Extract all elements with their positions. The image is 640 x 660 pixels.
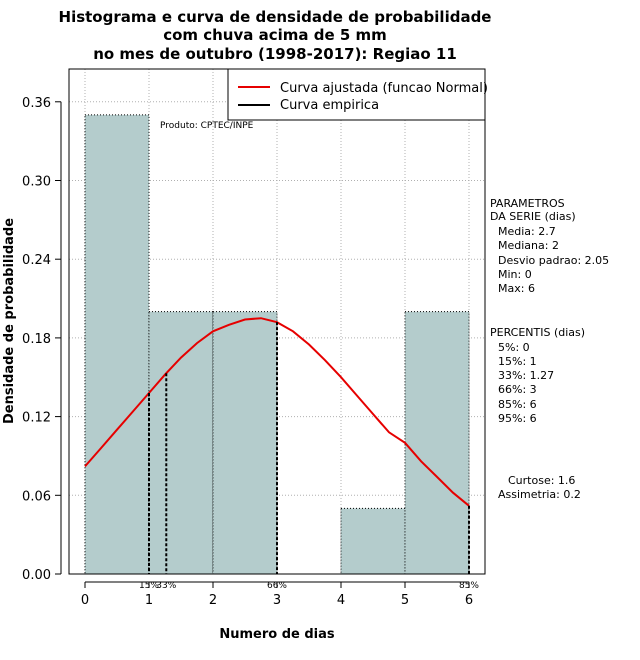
title-line-1: Histograma e curva de densidade de proba… [59, 8, 492, 26]
x-tick-label-6: 6 [465, 593, 473, 608]
x-tick-label-3: 3 [273, 593, 281, 608]
y-tick-label-3: 0.18 [22, 332, 51, 347]
histogram-bar-2 [212, 311, 278, 575]
param-mediana: Mediana: 2 [498, 239, 559, 252]
curtose: Curtose: 1.6 [508, 474, 575, 487]
product-annotation: Produto: CPTEC/INPE [160, 121, 254, 131]
histogram-bar-5 [404, 311, 470, 575]
percentile-label-1: 33% [156, 581, 176, 591]
x-axis: 0 1 2 3 4 5 6 [81, 581, 473, 608]
percentil-95: 95%: 6 [498, 412, 537, 425]
histogram-bars [84, 114, 470, 575]
legend: Curva ajustada (funcao Normal) Curva emp… [227, 68, 488, 121]
legend-box [227, 68, 486, 121]
params-title-2: DA SERIE (dias) [490, 210, 576, 223]
title-line-3: no mes de outubro (1998-2017): Regiao 11 [93, 45, 457, 63]
params-title-1: PARAMETROS [490, 197, 565, 210]
legend-fitted-label: Curva ajustada (funcao Normal) [280, 81, 488, 96]
percentil-33: 33%: 1.27 [498, 369, 554, 382]
y-axis-label: Densidade de probabilidade [2, 218, 17, 424]
y-tick-label-2: 0.12 [22, 411, 51, 426]
histogram-bar-1 [148, 311, 214, 575]
x-tick-label-2: 2 [209, 593, 217, 608]
percentil-85: 85%: 6 [498, 398, 537, 411]
chart-title: Histograma e curva de densidade de proba… [59, 8, 492, 63]
percentil-5: 5%: 0 [498, 341, 530, 354]
percentis-title: PERCENTIS (dias) [490, 326, 585, 339]
y-axis: 0.00 0.06 0.12 0.18 0.24 0.30 0.36 [22, 96, 62, 583]
y-tick-label-0: 0.00 [22, 568, 51, 583]
percentil-15: 15%: 1 [498, 355, 537, 368]
assimetria: Assimetria: 0.2 [498, 488, 581, 501]
param-media: Media: 2.7 [498, 225, 556, 238]
param-max: Max: 6 [498, 282, 535, 295]
percentil-66: 66%: 3 [498, 383, 537, 396]
histogram-bar-0 [84, 114, 150, 575]
x-tick-label-0: 0 [81, 593, 89, 608]
y-tick-label-1: 0.06 [22, 489, 51, 504]
param-min: Min: 0 [498, 268, 532, 281]
y-tick-label-6: 0.36 [22, 96, 51, 111]
x-axis-label: Numero de dias [219, 627, 335, 642]
legend-empirical-label: Curva empirica [280, 98, 379, 113]
side-panel: PARAMETROS DA SERIE (dias) Media: 2.7 Me… [490, 197, 609, 501]
param-desvio: Desvio padrao: 2.05 [498, 254, 609, 267]
x-tick-label-5: 5 [401, 593, 409, 608]
y-tick-label-5: 0.30 [22, 174, 51, 189]
x-tick-label-4: 4 [337, 593, 345, 608]
x-tick-label-1: 1 [145, 593, 153, 608]
y-tick-label-4: 0.24 [22, 253, 51, 268]
title-line-2: com chuva acima de 5 mm [163, 26, 387, 44]
histogram-bar-4 [340, 507, 406, 575]
